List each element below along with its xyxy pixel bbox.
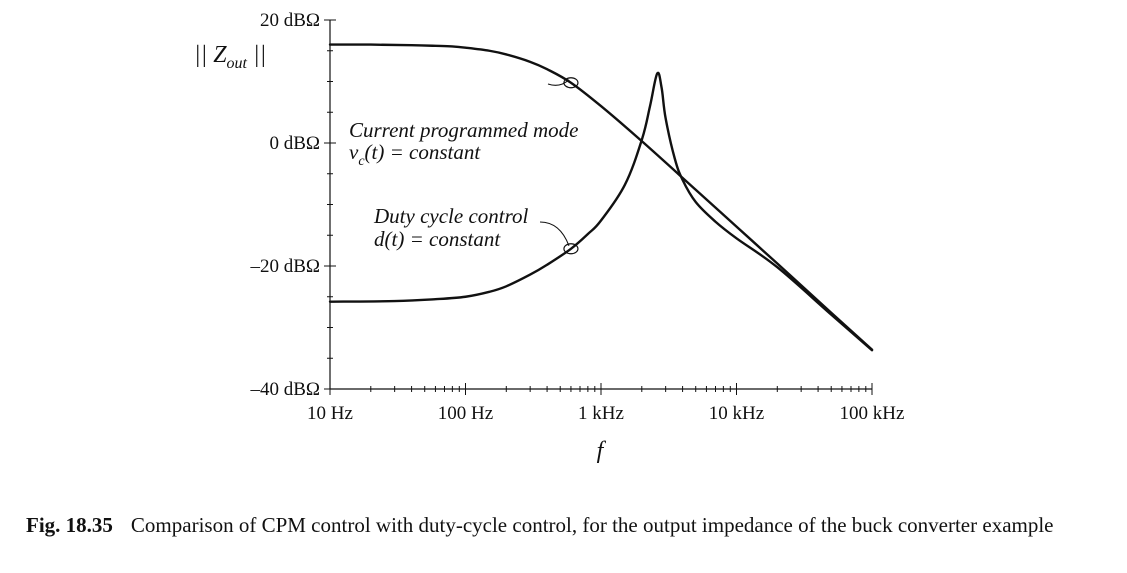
- y-tick-label: 0 dBΩ: [269, 133, 320, 154]
- annotation-cpm-title: Current programmed mode: [349, 118, 578, 142]
- figure-label: Fig. 18.35: [26, 513, 113, 537]
- figure-caption: Fig. 18.35 Comparison of CPM control with…: [26, 511, 1106, 540]
- duty-leader-line: [539, 221, 570, 246]
- cpm-leader-line: [547, 79, 570, 86]
- duty-marker: [563, 243, 579, 255]
- x-tick-label: 1 kHz: [578, 403, 624, 424]
- axes: 20 dBΩ 0 dBΩ –20 dBΩ –40 dBΩ 10 Hz 100 Hz 1 kH…: [249, 10, 904, 424]
- y-tick-label: 20 dBΩ: [260, 10, 320, 31]
- series-lines: [328, 43, 874, 352]
- x-tick-label: 10 kHz: [709, 403, 764, 424]
- y-tick-label: –20 dBΩ: [249, 256, 320, 277]
- x-tick-label: 100 kHz: [840, 403, 905, 424]
- y-tick-label: –40 dBΩ: [249, 379, 320, 400]
- annotation-duty-title: Duty cycle control: [373, 204, 528, 228]
- annotations: [539, 77, 579, 255]
- x-axis-label: f: [597, 438, 607, 464]
- annotation-duty-condition: d(t) = constant: [374, 227, 501, 251]
- duty-cycle-impedance-curve: [328, 71, 874, 352]
- x-tick-label: 100 Hz: [438, 403, 493, 424]
- x-tick-label: 10 Hz: [307, 403, 353, 424]
- cpm-impedance-curve: [328, 43, 874, 351]
- y-axis-label: || Zout ||: [194, 42, 266, 72]
- caption-text: Comparison of CPM control with duty-cycl…: [130, 513, 1054, 537]
- annotation-cpm-condition: vc(t) = constant: [349, 140, 481, 169]
